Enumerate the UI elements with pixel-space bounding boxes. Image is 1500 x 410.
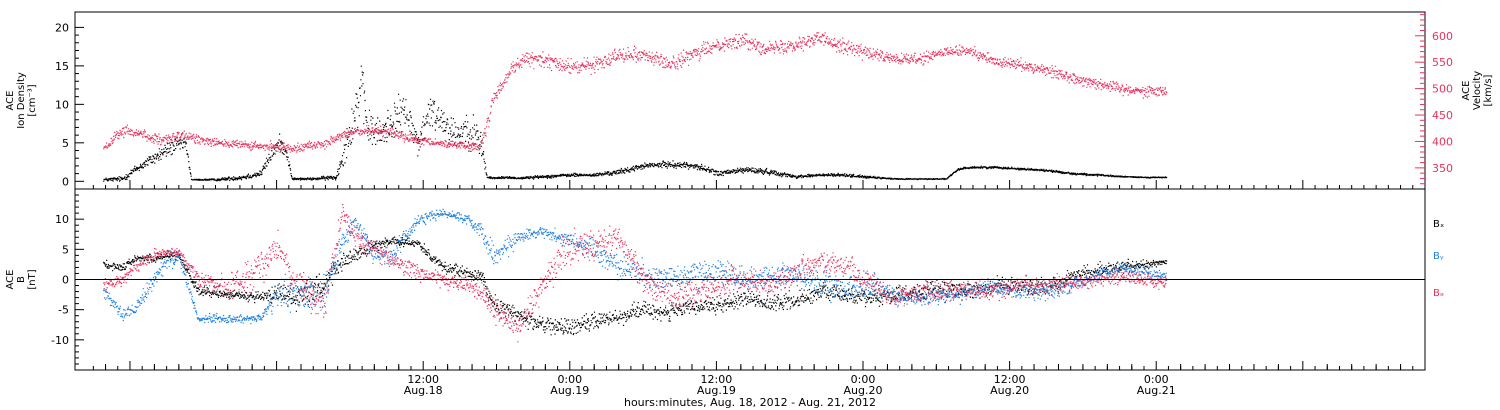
velocity-axis-title-line: ACE [1461, 81, 1472, 101]
x-axis-title: hours:minutes, Aug. 18, 2012 - Aug. 21, … [624, 396, 876, 409]
b-axis-title-line: [nT] [27, 269, 38, 289]
velocity-axis-title: ACE Velocity [km/s] [1461, 71, 1494, 110]
bz-points [103, 204, 1168, 343]
b-tick-label: 0 [62, 274, 69, 287]
x-tick-time: 0:00 [557, 373, 582, 386]
velocity-tick-label: 500 [1432, 83, 1453, 96]
x-tick-time: 12:00 [994, 373, 1026, 386]
b-tick-label: -10 [51, 334, 69, 347]
x-tick-date: Aug.21 [1137, 384, 1176, 397]
velocity-tick-label: 450 [1432, 109, 1453, 122]
x-tick-date: Aug.19 [550, 384, 589, 397]
x-tick-date: Aug.18 [404, 384, 443, 397]
velocity-tick-label: 350 [1432, 162, 1453, 175]
x-tick-time: 12:00 [701, 373, 733, 386]
b-tick-label: 10 [55, 213, 69, 226]
b-tick-label: -5 [58, 304, 69, 317]
ion-density-points [103, 65, 1168, 182]
density-tick-label: 5 [62, 137, 69, 150]
velocity-tick-label: 550 [1432, 56, 1453, 69]
x-tick-time: 0:00 [851, 373, 876, 386]
density-tick-label: 0 [62, 175, 69, 188]
velocity-axis-title-line: Velocity [1472, 71, 1483, 110]
legend-bx: Bₓ [1433, 219, 1444, 230]
velocity-axis-title-line: [km/s] [1483, 74, 1494, 106]
density-axis-title-line: [cm⁻³] [27, 84, 38, 116]
density-axis-title-line: Ion Density [16, 72, 27, 129]
by-points [103, 208, 1168, 325]
x-tick-date: Aug.20 [844, 384, 883, 397]
velocity-tick-label: 400 [1432, 135, 1453, 148]
density-tick-label: 15 [55, 60, 69, 73]
x-tick-date: Aug.20 [990, 384, 1029, 397]
b-axis-title-line: ACE [5, 270, 16, 290]
x-tick-time: 12:00 [407, 373, 439, 386]
top-panel-points [103, 32, 1168, 182]
b-axis-title: ACE B [nT] [5, 269, 38, 289]
x-tick-date: Aug.19 [697, 384, 736, 397]
density-axis-title-line: ACE [5, 91, 16, 111]
bottom-panel-points [103, 204, 1168, 343]
density-tick-label: 20 [55, 21, 69, 34]
x-tick-time: 0:00 [1144, 373, 1169, 386]
velocity-tick-label: 600 [1432, 30, 1453, 43]
axes [74, 11, 1426, 371]
density-tick-label: 10 [55, 98, 69, 111]
top-panel-frame [74, 11, 1426, 190]
velocity-points [103, 32, 1168, 153]
b-tick-label: 5 [62, 243, 69, 256]
legend-by: Bᵧ [1433, 251, 1444, 262]
legend-bz: Bₔ [1433, 288, 1444, 299]
b-axis-title-line: B [16, 276, 27, 283]
labels: 0 5 10 15 20 350 400 450 500 550 600 -10 -5 0 5 10 12:00… [5, 21, 1494, 409]
density-axis-title: ACE Ion Density [cm⁻³] [5, 72, 38, 129]
